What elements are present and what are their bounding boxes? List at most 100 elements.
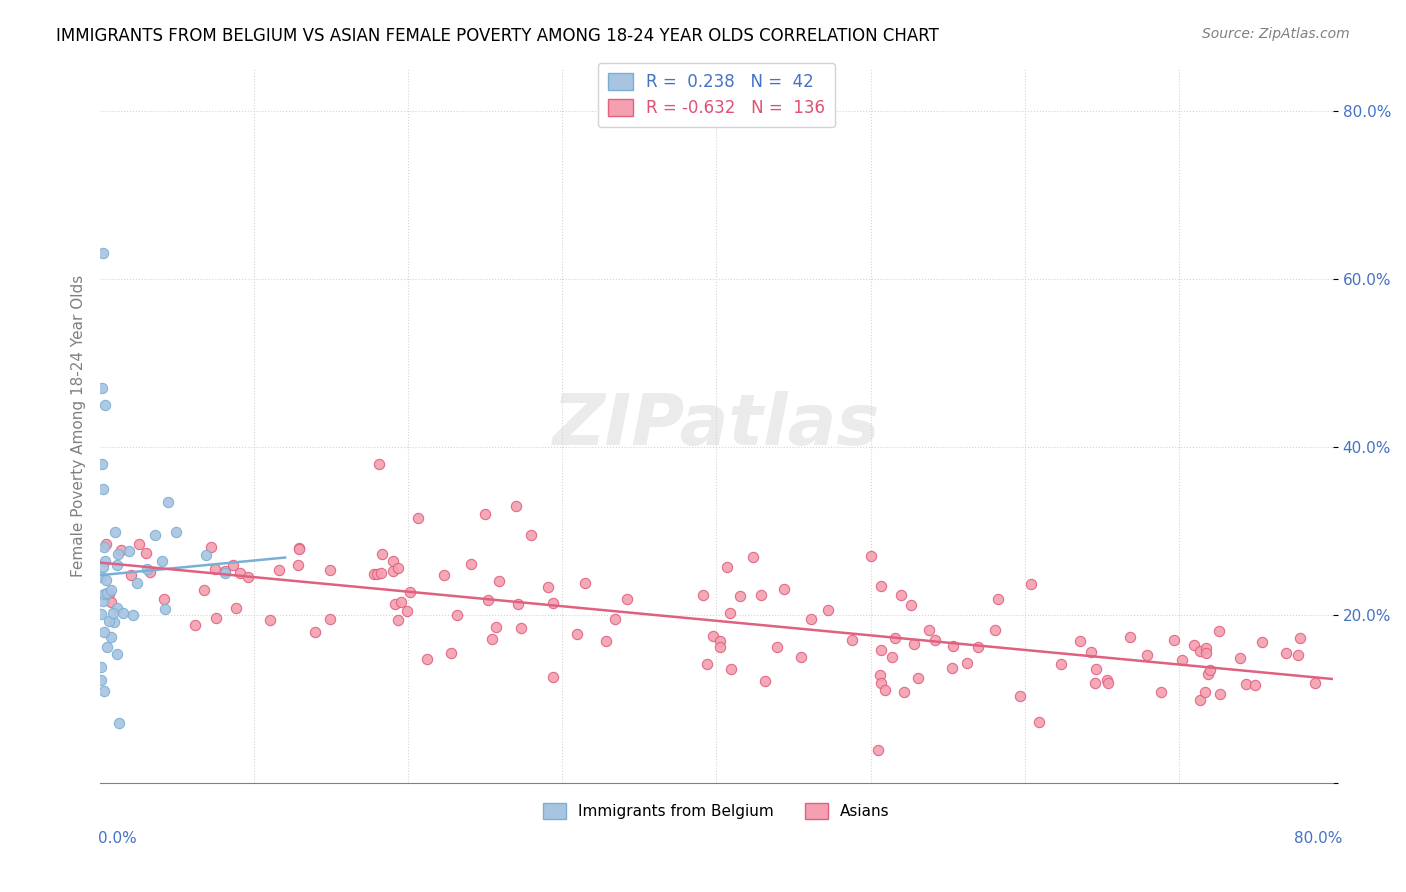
Text: Source: ZipAtlas.com: Source: ZipAtlas.com [1202, 27, 1350, 41]
Point [1163, 632, 1185, 647]
Point [1189, 693, 1212, 707]
Point [122, 607, 145, 622]
Point [884, 631, 907, 645]
Point [90, 659, 112, 673]
Point [204, 610, 226, 624]
Point [1286, 648, 1309, 662]
Point [396, 604, 419, 618]
Point [100, 631, 122, 645]
Point [90, 381, 112, 395]
Point [716, 559, 738, 574]
Text: ZIPatlas: ZIPatlas [553, 392, 880, 460]
Legend: Immigrants from Belgium, Asians: Immigrants from Belgium, Asians [537, 797, 896, 825]
Point [1229, 651, 1251, 665]
Point [156, 495, 179, 509]
Point [1208, 687, 1230, 701]
Point [90, 607, 112, 622]
Point [111, 606, 134, 620]
Point [1197, 667, 1219, 681]
Point [127, 576, 149, 591]
Point [139, 565, 162, 579]
Point [103, 606, 125, 620]
Point [984, 623, 1007, 637]
Point [1028, 715, 1050, 730]
Point [1303, 676, 1326, 690]
Point [91, 560, 114, 574]
Point [165, 524, 187, 539]
Point [136, 562, 159, 576]
Text: IMMIGRANTS FROM BELGIUM VS ASIAN FEMALE POVERTY AMONG 18-24 YEAR OLDS CORRELATIO: IMMIGRANTS FROM BELGIUM VS ASIAN FEMALE … [56, 27, 939, 45]
Point [384, 597, 406, 611]
Point [128, 537, 150, 551]
Point [93, 587, 115, 601]
Point [890, 588, 912, 602]
Point [288, 541, 311, 555]
Point [97, 615, 120, 629]
Point [1084, 676, 1107, 690]
Point [433, 568, 456, 582]
Point [749, 588, 772, 602]
Point [869, 668, 891, 682]
Point [1050, 657, 1073, 671]
Point [96, 640, 118, 654]
Point [873, 682, 896, 697]
Point [460, 558, 482, 572]
Text: 80.0%: 80.0% [1295, 831, 1343, 846]
Point [484, 620, 506, 634]
Point [880, 650, 903, 665]
Point [366, 567, 388, 582]
Point [1194, 685, 1216, 699]
Point [1195, 646, 1218, 660]
Point [477, 593, 499, 607]
Point [603, 612, 626, 626]
Point [1195, 640, 1218, 655]
Point [288, 541, 311, 556]
Point [1097, 673, 1119, 687]
Point [107, 548, 129, 562]
Point [1010, 690, 1032, 704]
Point [387, 613, 409, 627]
Point [800, 612, 823, 626]
Point [108, 715, 131, 730]
Point [96, 586, 118, 600]
Point [389, 595, 412, 609]
Point [1208, 624, 1230, 639]
Point [870, 676, 893, 690]
Point [152, 553, 174, 567]
Point [1243, 678, 1265, 692]
Point [765, 640, 787, 655]
Point [107, 558, 129, 572]
Point [96, 573, 118, 587]
Point [519, 527, 541, 541]
Point [924, 632, 946, 647]
Point [319, 611, 342, 625]
Point [194, 548, 217, 562]
Point [841, 633, 863, 648]
Point [956, 656, 979, 670]
Point [110, 543, 132, 558]
Point [537, 580, 560, 594]
Point [773, 582, 796, 596]
Point [509, 621, 531, 635]
Point [117, 544, 139, 558]
Point [1119, 630, 1142, 644]
Point [868, 743, 890, 757]
Point [370, 566, 392, 580]
Point [481, 632, 503, 647]
Point [91, 246, 114, 260]
Point [94, 398, 117, 412]
Point [193, 582, 215, 597]
Point [406, 511, 429, 525]
Point [214, 564, 236, 578]
Point [259, 613, 281, 627]
Point [91, 594, 114, 608]
Point [967, 640, 990, 654]
Point [817, 603, 839, 617]
Point [917, 624, 939, 638]
Point [1150, 685, 1173, 699]
Point [368, 457, 391, 471]
Point [105, 647, 128, 661]
Point [506, 597, 529, 611]
Y-axis label: Female Poverty Among 18-24 Year Olds: Female Poverty Among 18-24 Year Olds [72, 275, 86, 577]
Point [143, 528, 166, 542]
